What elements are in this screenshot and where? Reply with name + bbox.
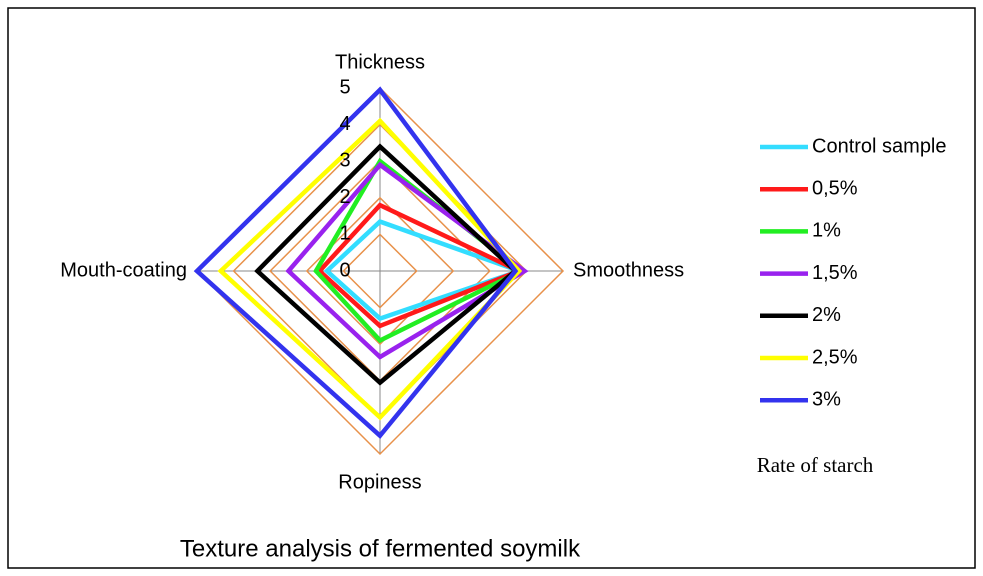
r-tick-label: 0 xyxy=(339,259,350,281)
r-tick-label: 5 xyxy=(339,76,350,98)
category-label: Smoothness xyxy=(573,259,684,281)
series-line xyxy=(323,219,526,322)
legend-title: Rate of starch xyxy=(757,453,874,477)
legend-label: 1% xyxy=(812,220,841,242)
series-line xyxy=(254,143,519,386)
chart-title: Texture analysis of fermented soymilk xyxy=(180,535,581,562)
legend-label: Control sample xyxy=(812,135,947,157)
legend-label: 2,5% xyxy=(812,346,858,368)
legend-label: 0,5% xyxy=(812,177,858,199)
series-line xyxy=(217,117,523,421)
r-tick-label: 1 xyxy=(339,223,350,245)
category-label: Mouth-coating xyxy=(60,259,187,281)
series-line xyxy=(316,202,525,329)
category-label: Ropiness xyxy=(338,471,421,493)
r-tick-label: 2 xyxy=(339,186,350,208)
series-line xyxy=(193,86,519,439)
category-label: Thickness xyxy=(335,51,425,73)
legend-label: 2% xyxy=(812,304,841,326)
r-tick-label: 3 xyxy=(339,149,350,171)
label-layer: 0 1 2 3 4 5 Thickness Smoothness Ropiness Mouth-c… xyxy=(60,51,946,493)
legend-label: 3% xyxy=(812,388,841,410)
grid-ring xyxy=(342,233,418,309)
legend-label: 1,5% xyxy=(812,262,858,284)
series-layer xyxy=(193,86,529,439)
r-tick-label: 4 xyxy=(339,113,350,135)
